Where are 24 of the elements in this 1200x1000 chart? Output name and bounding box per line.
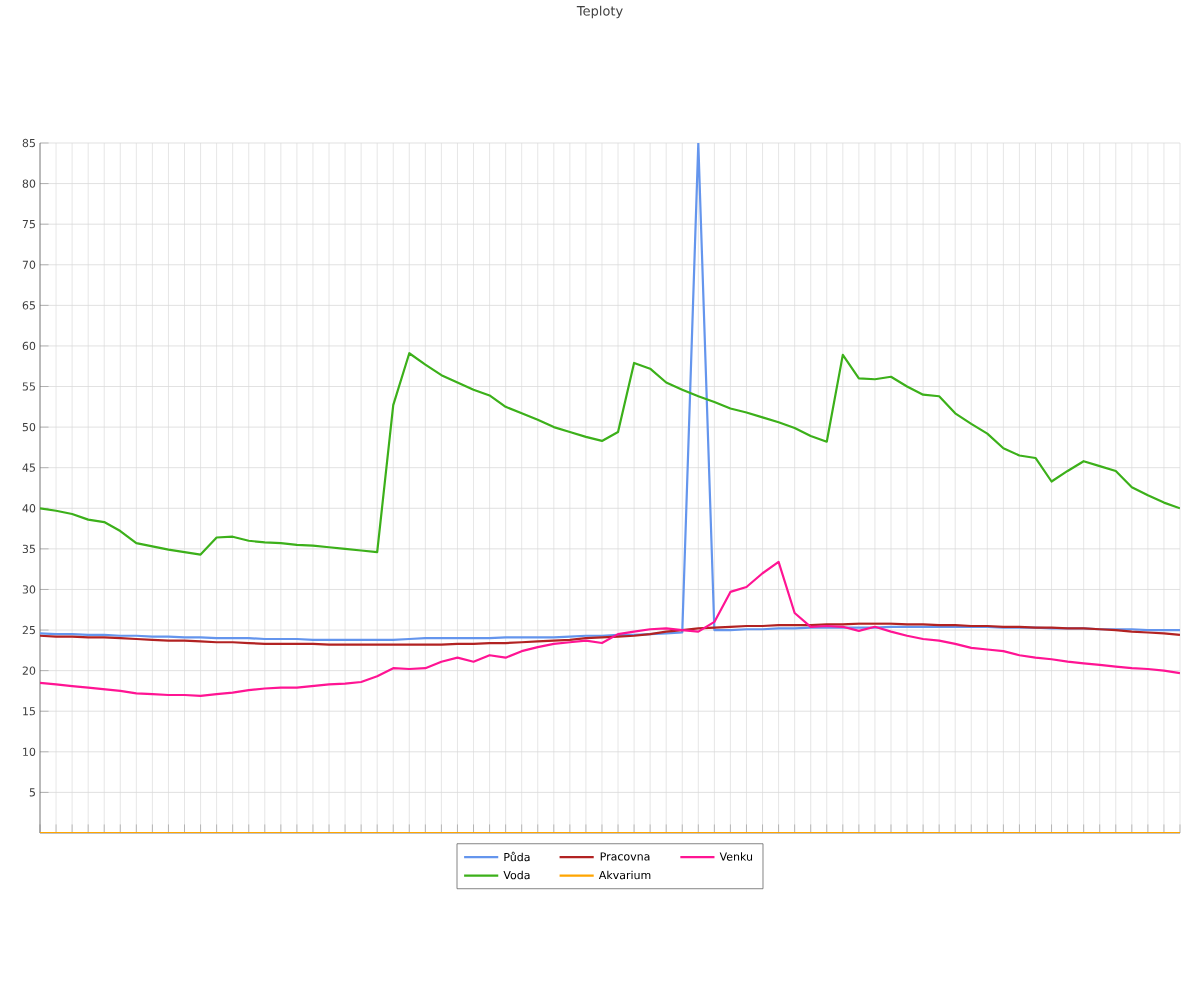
y-tick-label: 75 (22, 220, 35, 229)
y-tick-label: 30 (22, 585, 36, 594)
y-tick-label: 40 (22, 504, 36, 513)
y-tick-label: 10 (23, 747, 36, 756)
line-series (40, 352, 1180, 556)
legend-label: Venku (719, 852, 753, 861)
y-tick-label: 55 (22, 382, 35, 391)
y-tick-label: 70 (22, 260, 36, 269)
legend-label: Voda (503, 870, 530, 880)
y-tick-label: 65 (22, 301, 35, 310)
y-tick-label: 25 (22, 625, 35, 635)
legend-label: Pracovna (600, 852, 650, 861)
y-tick-label: 80 (22, 179, 36, 188)
y-tick-label: 15 (23, 707, 35, 716)
y-tick-label: 45 (22, 463, 35, 472)
legend-label: Akvarium (598, 870, 651, 880)
chart-title: Teploty (576, 5, 623, 19)
y-tick-label: 50 (22, 422, 36, 432)
y-tick-label: 5 (29, 788, 35, 797)
y-tick-label: 60 (22, 341, 36, 351)
legend-label: Půda (504, 851, 530, 862)
y-tick-label: 20 (22, 666, 36, 675)
y-tick-label: 85 (22, 138, 35, 148)
y-tick-label: 35 (22, 544, 35, 554)
